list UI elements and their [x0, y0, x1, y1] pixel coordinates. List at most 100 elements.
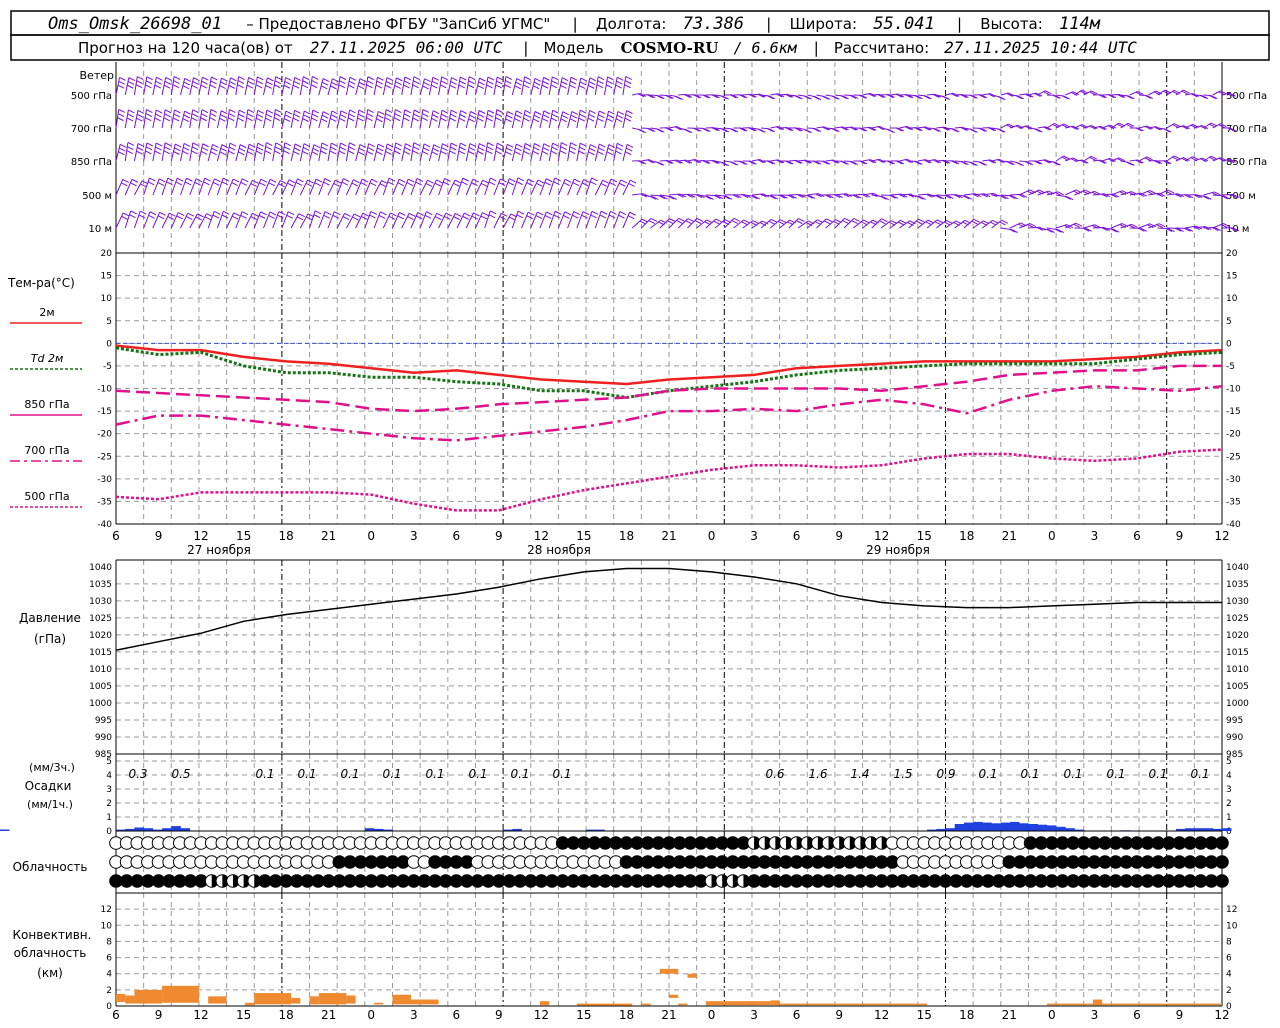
- wind-barb: [153, 212, 160, 228]
- wind-barb-feather: [582, 215, 588, 218]
- hour-label: 21: [661, 529, 676, 543]
- wind-barb-feather: [284, 85, 290, 88]
- hour-label: 9: [1176, 529, 1184, 543]
- wind-barb-feather: [268, 215, 274, 218]
- wind-barb-feather: [798, 219, 804, 222]
- wind-barb-feather: [579, 147, 585, 150]
- conv-tick-left: 6: [106, 954, 112, 964]
- wind-barb-feather: [610, 183, 616, 186]
- wind-barb-feather: [468, 151, 474, 154]
- wind-barb-feather: [177, 216, 183, 219]
- wind-barb-feather: [630, 212, 636, 215]
- temp-tick-left: -10: [97, 385, 112, 395]
- wind-barb-feather: [294, 114, 300, 117]
- wind-barb-feather: [313, 148, 319, 151]
- wind-barb-feather: [581, 78, 587, 81]
- wind-barb: [383, 110, 386, 128]
- wind-barb-feather: [879, 221, 885, 224]
- wind-barb-feather: [123, 213, 129, 216]
- wind-barb-feather: [561, 81, 567, 84]
- wind-barb-feather: [489, 215, 495, 218]
- temp-tick-left: -15: [97, 407, 112, 417]
- wind-barb: [1139, 224, 1150, 228]
- wind-barb-feather: [213, 182, 219, 185]
- wind-barb-feather: [552, 114, 558, 117]
- wind-barb-feather: [413, 85, 419, 88]
- wind-barb: [346, 143, 349, 161]
- wind-barb-feather: [440, 85, 446, 88]
- wind-barb: [190, 143, 193, 161]
- wind-barb-feather: [778, 221, 784, 224]
- wind-barb-feather: [321, 151, 327, 154]
- wind-barb-feather: [598, 77, 604, 80]
- wind-barb-feather: [536, 183, 542, 186]
- conv-bar: [1093, 1000, 1102, 1006]
- wind-barb-feather: [136, 151, 142, 154]
- wind-barb-feather: [515, 86, 521, 89]
- wind-barb-feather: [488, 143, 494, 146]
- wind-barb-feather: [288, 212, 294, 215]
- wind-barb-feather: [598, 81, 604, 84]
- wind-barb-feather: [174, 151, 180, 154]
- pres-tick-right: 1000: [1226, 699, 1249, 709]
- hour-label: 0: [1048, 529, 1056, 543]
- wind-barb-feather: [258, 143, 264, 146]
- wind-barb-feather: [265, 151, 271, 154]
- legend-700-label: 700 гПа: [24, 444, 69, 457]
- wind-barb-feather: [607, 152, 613, 155]
- pres-tick-right: 990: [1226, 733, 1243, 743]
- wind-barb-feather: [796, 221, 802, 224]
- wind-barb-feather: [201, 118, 207, 121]
- wind-barb-feather: [509, 179, 515, 182]
- wind-barb-feather: [340, 147, 346, 150]
- wind-barb-feather: [130, 183, 136, 186]
- wind-barb-feather: [202, 110, 208, 113]
- conv-tick-right: 4: [1226, 970, 1232, 980]
- wind-barb: [614, 180, 621, 195]
- wind-barb-feather: [323, 79, 329, 82]
- precip-total: 1.5: [893, 767, 912, 781]
- wind-barb-feather: [423, 109, 429, 112]
- hour-label: 15: [917, 529, 932, 543]
- temp-tick-right: 5: [1226, 317, 1232, 327]
- wind-barb-feather: [753, 221, 759, 224]
- wind-barb-feather: [555, 178, 561, 181]
- wind-barb-feather: [607, 81, 613, 84]
- wind-barb-feather: [247, 152, 253, 155]
- wind-barb-feather: [303, 119, 309, 122]
- wind-barb-feather: [443, 182, 449, 185]
- wind-barb-feather: [459, 151, 465, 154]
- wind-barb-feather: [315, 211, 321, 214]
- precip-total: 0.6: [765, 767, 784, 781]
- wind-barb-feather: [506, 148, 512, 151]
- wind-barb-feather: [571, 115, 577, 118]
- wind-barb-feather: [732, 220, 738, 223]
- wind-barb-feather: [270, 212, 276, 215]
- wind-barb-feather: [570, 85, 576, 88]
- wind-barb-feather: [395, 85, 401, 88]
- hour-label: 21: [321, 529, 336, 543]
- wind-barb-feather: [496, 151, 502, 154]
- wind-barb-feather: [233, 179, 239, 182]
- temp-tick-left: 0: [106, 339, 112, 349]
- wind-barb-feather: [479, 78, 485, 81]
- cloud-cover-symbol: [1216, 856, 1229, 869]
- wind-level-label: 850 гПа: [71, 157, 112, 168]
- day-label: 28 ноября: [527, 543, 591, 557]
- wind-barb: [245, 110, 248, 128]
- wind-barb-feather: [248, 148, 254, 151]
- wind-barb-feather: [368, 77, 374, 80]
- pres-tick-right: 1040: [1226, 563, 1249, 573]
- wind-barb-feather: [490, 178, 496, 181]
- wind-barb-feather: [570, 119, 576, 122]
- wind-barb: [568, 77, 571, 95]
- wind-barb-feather: [426, 183, 432, 186]
- wind-barb: [402, 77, 405, 95]
- wind-barb-feather: [450, 114, 456, 117]
- wind-barb-feather: [649, 221, 655, 224]
- hour-label: 0: [708, 529, 716, 543]
- forecast-text: Прогноз на 120 часа(ов) от: [78, 39, 293, 57]
- wind-barb-feather: [322, 143, 328, 146]
- wind-barb-feather: [501, 213, 507, 216]
